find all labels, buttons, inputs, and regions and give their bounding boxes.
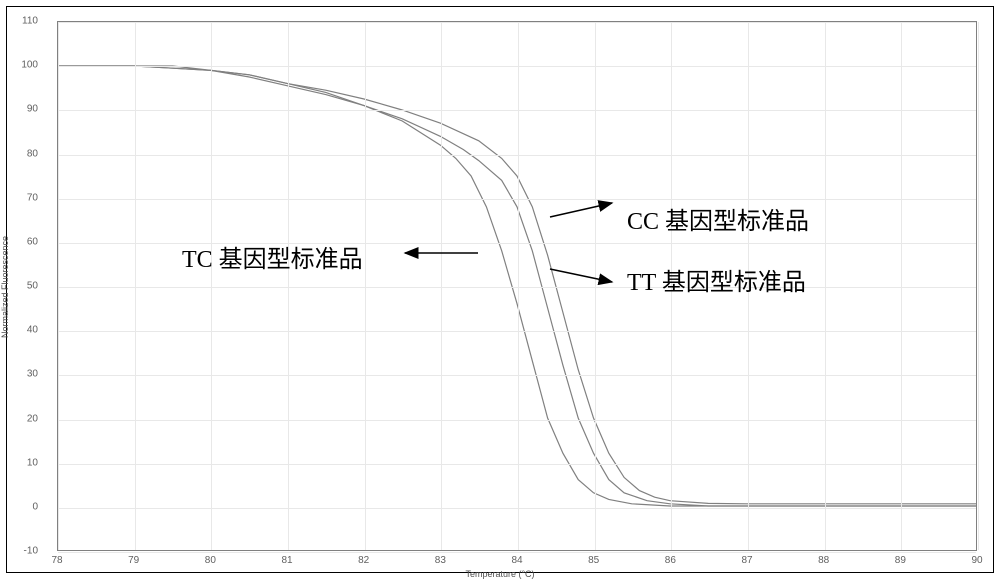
y-tick: 80 <box>8 148 38 159</box>
y-tick: 0 <box>8 501 38 512</box>
x-tick: 89 <box>890 555 910 566</box>
arrows-svg <box>7 7 993 572</box>
y-tick: 50 <box>8 281 38 292</box>
x-tick: 83 <box>430 555 450 566</box>
y-tick: 110 <box>8 16 38 27</box>
x-tick: 80 <box>200 555 220 566</box>
y-tick: 90 <box>8 104 38 115</box>
x-tick: 81 <box>277 555 297 566</box>
y-tick: -10 <box>8 546 38 557</box>
outer-frame: Normalized Fluorescence Temperature (°C)… <box>6 6 994 573</box>
y-tick: 100 <box>8 60 38 71</box>
y-tick: 30 <box>8 369 38 380</box>
y-tick: 20 <box>8 413 38 424</box>
x-tick: 84 <box>507 555 527 566</box>
y-tick: 10 <box>8 457 38 468</box>
y-tick: 40 <box>8 325 38 336</box>
x-tick: 90 <box>967 555 987 566</box>
x-tick: 79 <box>124 555 144 566</box>
x-tick: 88 <box>814 555 834 566</box>
tt-arrow <box>550 269 612 282</box>
x-tick: 82 <box>354 555 374 566</box>
x-tick: 86 <box>660 555 680 566</box>
y-tick: 70 <box>8 192 38 203</box>
y-tick: 60 <box>8 236 38 247</box>
x-tick: 87 <box>737 555 757 566</box>
x-tick: 78 <box>47 555 67 566</box>
x-tick: 85 <box>584 555 604 566</box>
cc-arrow <box>550 203 612 217</box>
